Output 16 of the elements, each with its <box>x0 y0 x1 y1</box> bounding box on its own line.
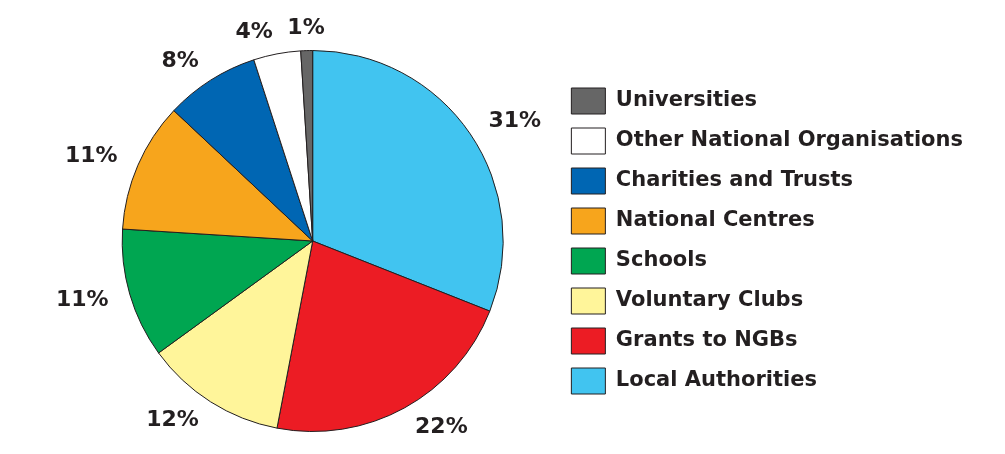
legend-label: Local Authorities <box>615 367 817 392</box>
data-label: 11% <box>55 286 109 311</box>
data-label: 12% <box>146 406 199 432</box>
data-label: 31% <box>488 107 542 133</box>
data-label: 22% <box>415 412 468 438</box>
legend-label: Charities and Trusts <box>615 167 854 192</box>
legend-label: Schools <box>615 247 707 272</box>
legend-label: National Centres <box>615 207 815 232</box>
legend-label: Voluntary Clubs <box>615 287 804 312</box>
data-label: 11% <box>64 142 118 168</box>
data-label: 1% <box>287 14 325 40</box>
legend-label: Grants to NGBs <box>615 327 798 352</box>
legend-label: Universities <box>615 87 758 112</box>
data-label: 8% <box>161 47 199 73</box>
legend-label: Other National Organisations <box>615 127 963 152</box>
data-label: 4% <box>235 17 273 43</box>
